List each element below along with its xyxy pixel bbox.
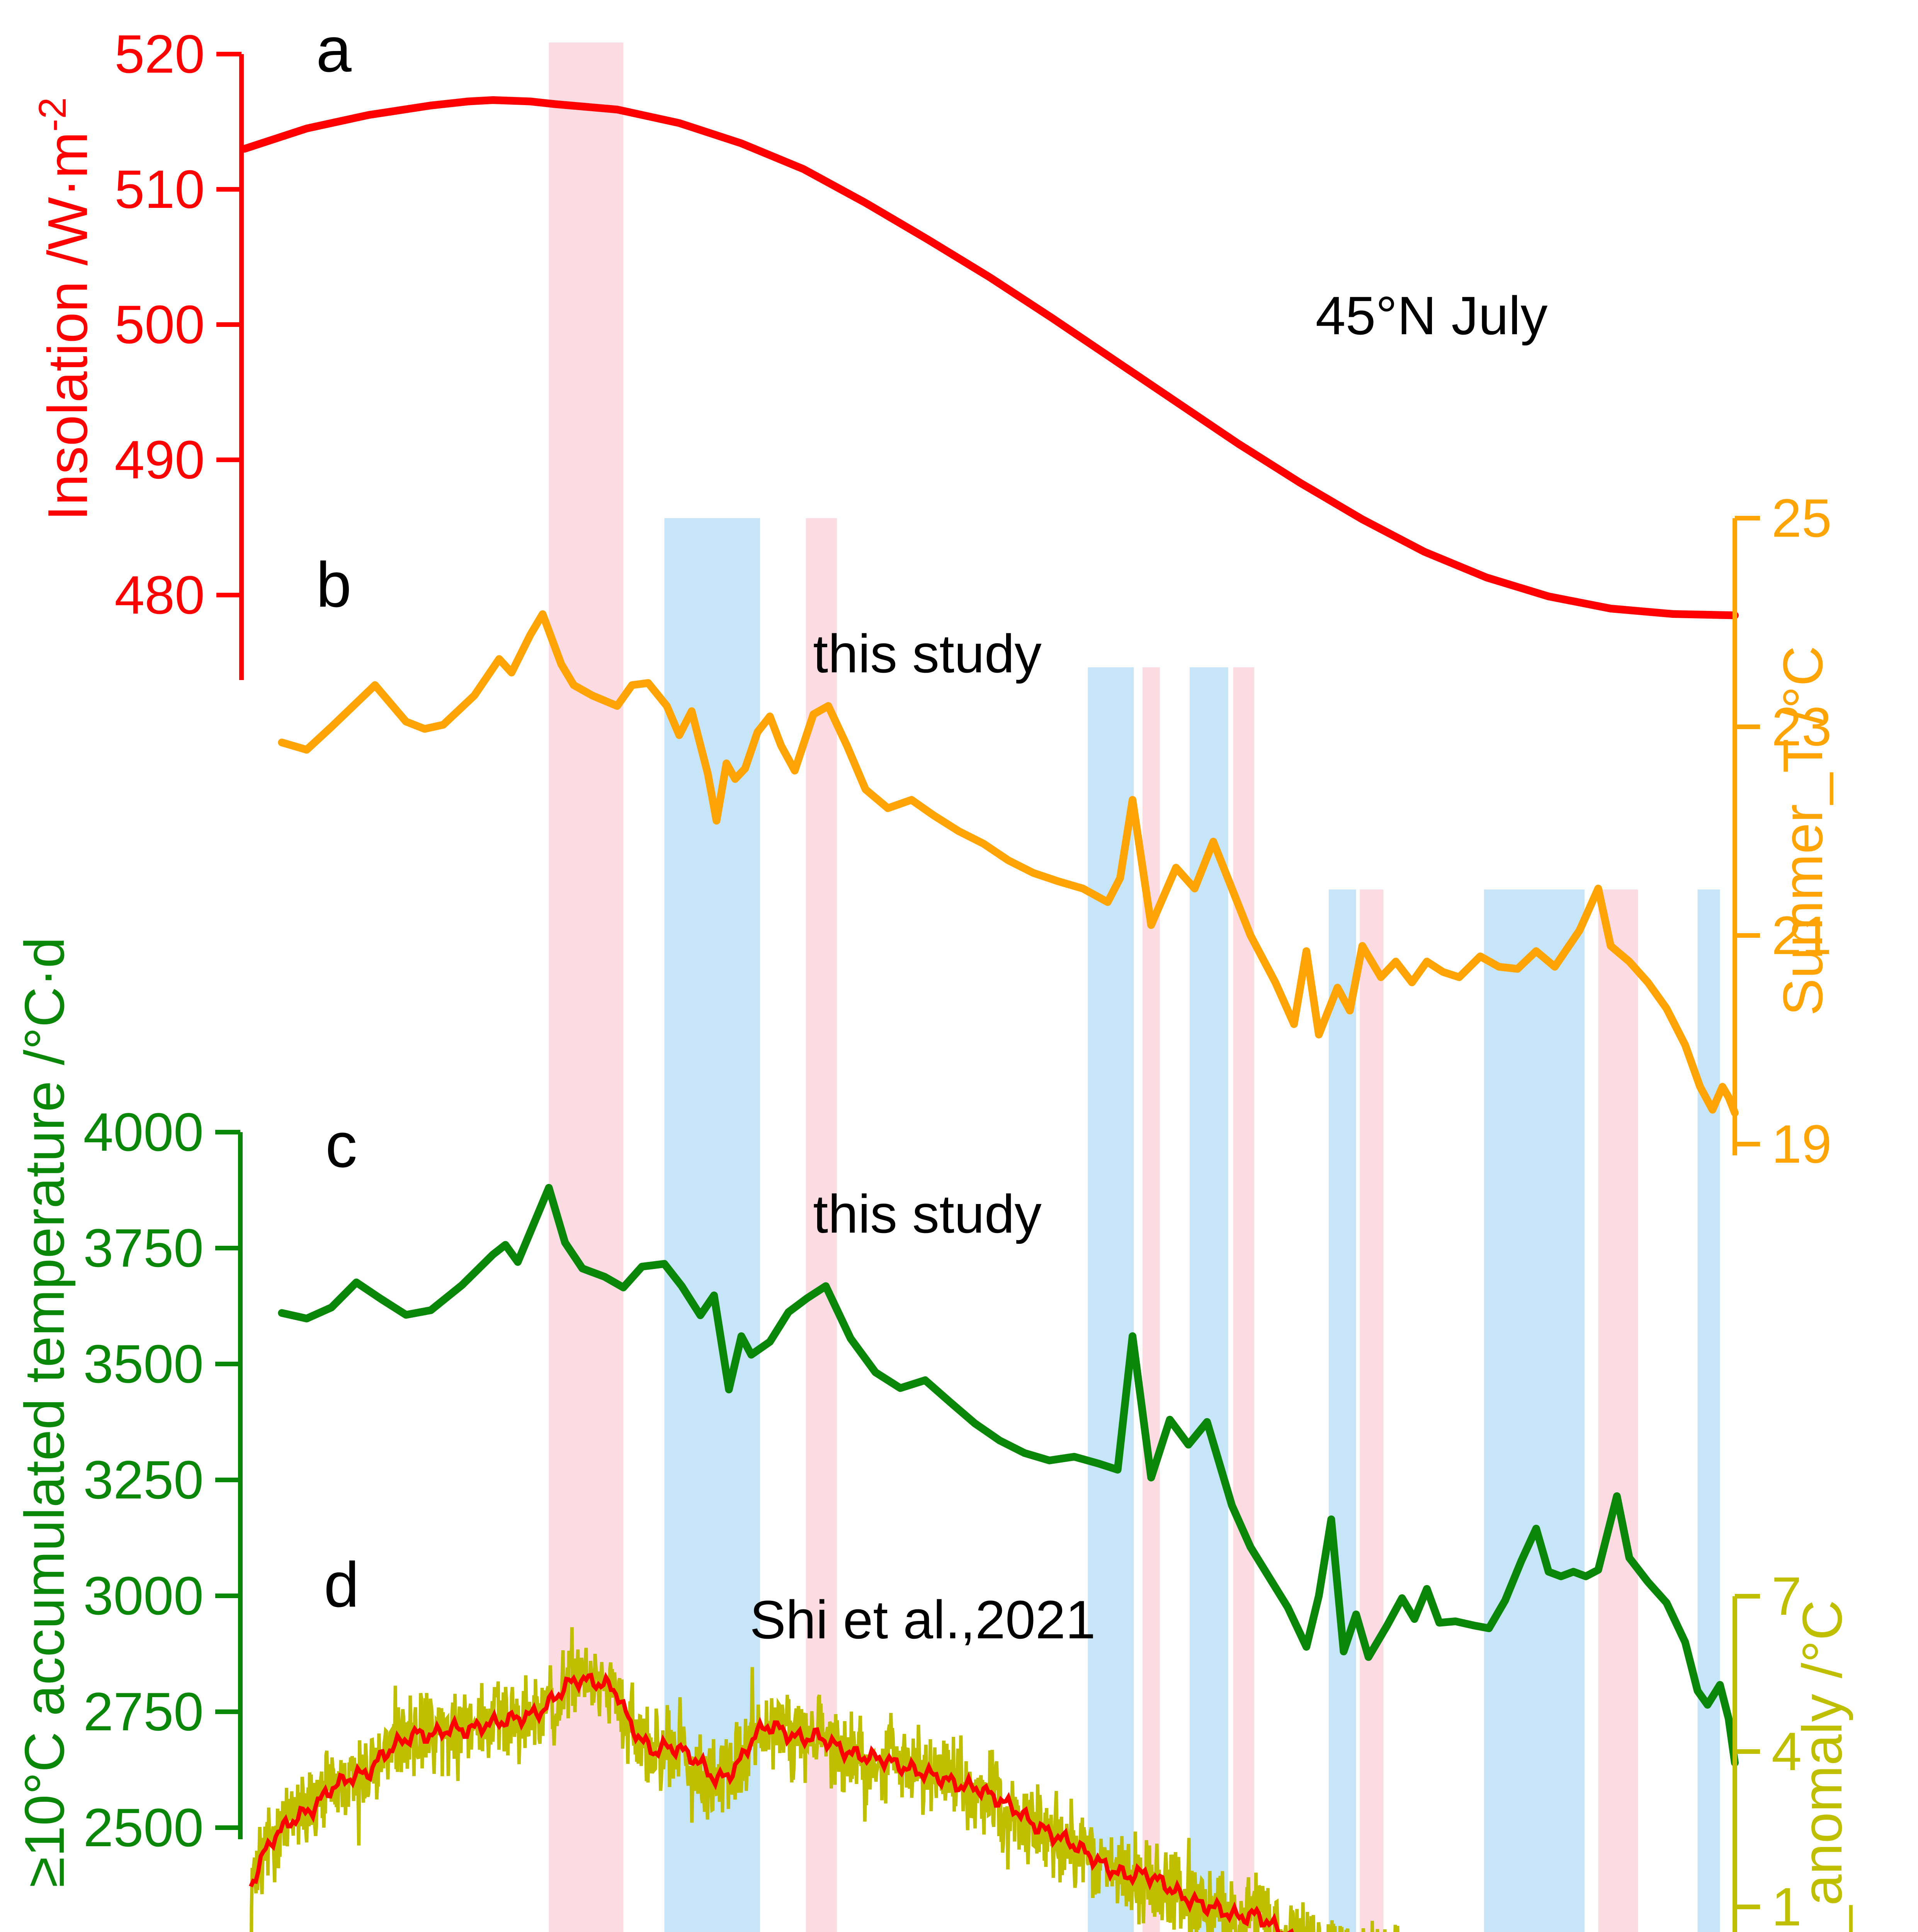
- y-tick-label-c: 3250: [83, 1449, 204, 1510]
- annotation-b: this study: [813, 623, 1041, 684]
- y-tick-label-c: 3000: [83, 1565, 204, 1626]
- event-band-pink-9: [1360, 889, 1384, 1932]
- insolation-curve: [241, 96, 1739, 619]
- y-tick-label-a: 510: [114, 159, 205, 219]
- panel-letter-b: b: [316, 549, 352, 620]
- annotation-d: Shi et al.,2021: [750, 1589, 1095, 1650]
- anomaly-smooth-curve: [249, 1672, 1294, 1932]
- y-tick-label-d: 7: [1772, 1566, 1802, 1626]
- anomaly-noise-curve: [250, 1627, 1399, 1932]
- y-axis-title-a: Insolation /W·m-2: [31, 97, 99, 521]
- y-tick-label-a: 490: [114, 429, 205, 490]
- event-band-pink-1: [549, 43, 624, 1932]
- y-tick-label-c: 2750: [83, 1681, 204, 1742]
- panel-letter-c: c: [325, 1109, 357, 1180]
- y-tick-label-a: 480: [114, 565, 205, 625]
- event-band-blue-10: [1484, 889, 1585, 1932]
- y-tick-label-d: 4: [1772, 1721, 1802, 1782]
- summer-t-curve: [278, 610, 1739, 1117]
- y-tick-label-b: 23: [1772, 696, 1832, 757]
- y-tick-label-c: 2500: [83, 1797, 204, 1858]
- annotation-a: 45°N July: [1316, 285, 1548, 346]
- accumulated-t-curve: [278, 1184, 1739, 1767]
- event-band-blue-12: [1697, 889, 1720, 1932]
- event-band-pink-5: [1142, 667, 1160, 1932]
- y-tick-label-a: 520: [114, 24, 205, 84]
- y-tick-label-b: 19: [1772, 1114, 1832, 1174]
- panel-letter-d: d: [324, 1549, 359, 1620]
- y-tick-label-a: 500: [114, 294, 205, 355]
- y-tick-label-d: 1: [1772, 1876, 1802, 1932]
- y-tick-label-b: 25: [1772, 488, 1832, 548]
- event-band-blue-4: [1088, 667, 1134, 1932]
- y-axis-title-c: ≥10°C accumulated temperature /°C·d: [13, 937, 76, 1888]
- annotation-c: this study: [813, 1184, 1041, 1244]
- y-tick-label-c: 4000: [83, 1102, 204, 1162]
- y-axis-title-b: Summer_T /°C: [1772, 646, 1834, 1016]
- y-axis-title-d: Summer_T_anomaly /°C: [1791, 1600, 1853, 1932]
- panel-letter-a: a: [316, 14, 352, 85]
- event-band-pink-3: [806, 518, 837, 1932]
- event-band-pink-7: [1233, 667, 1255, 1932]
- y-tick-label-b: 21: [1772, 905, 1832, 966]
- y-tick-label-c: 3750: [83, 1218, 204, 1278]
- event-band-blue-2: [664, 518, 760, 1932]
- event-band-blue-8: [1328, 889, 1356, 1932]
- y-tick-label-c: 3500: [83, 1333, 204, 1394]
- event-band-pink-11: [1598, 889, 1638, 1932]
